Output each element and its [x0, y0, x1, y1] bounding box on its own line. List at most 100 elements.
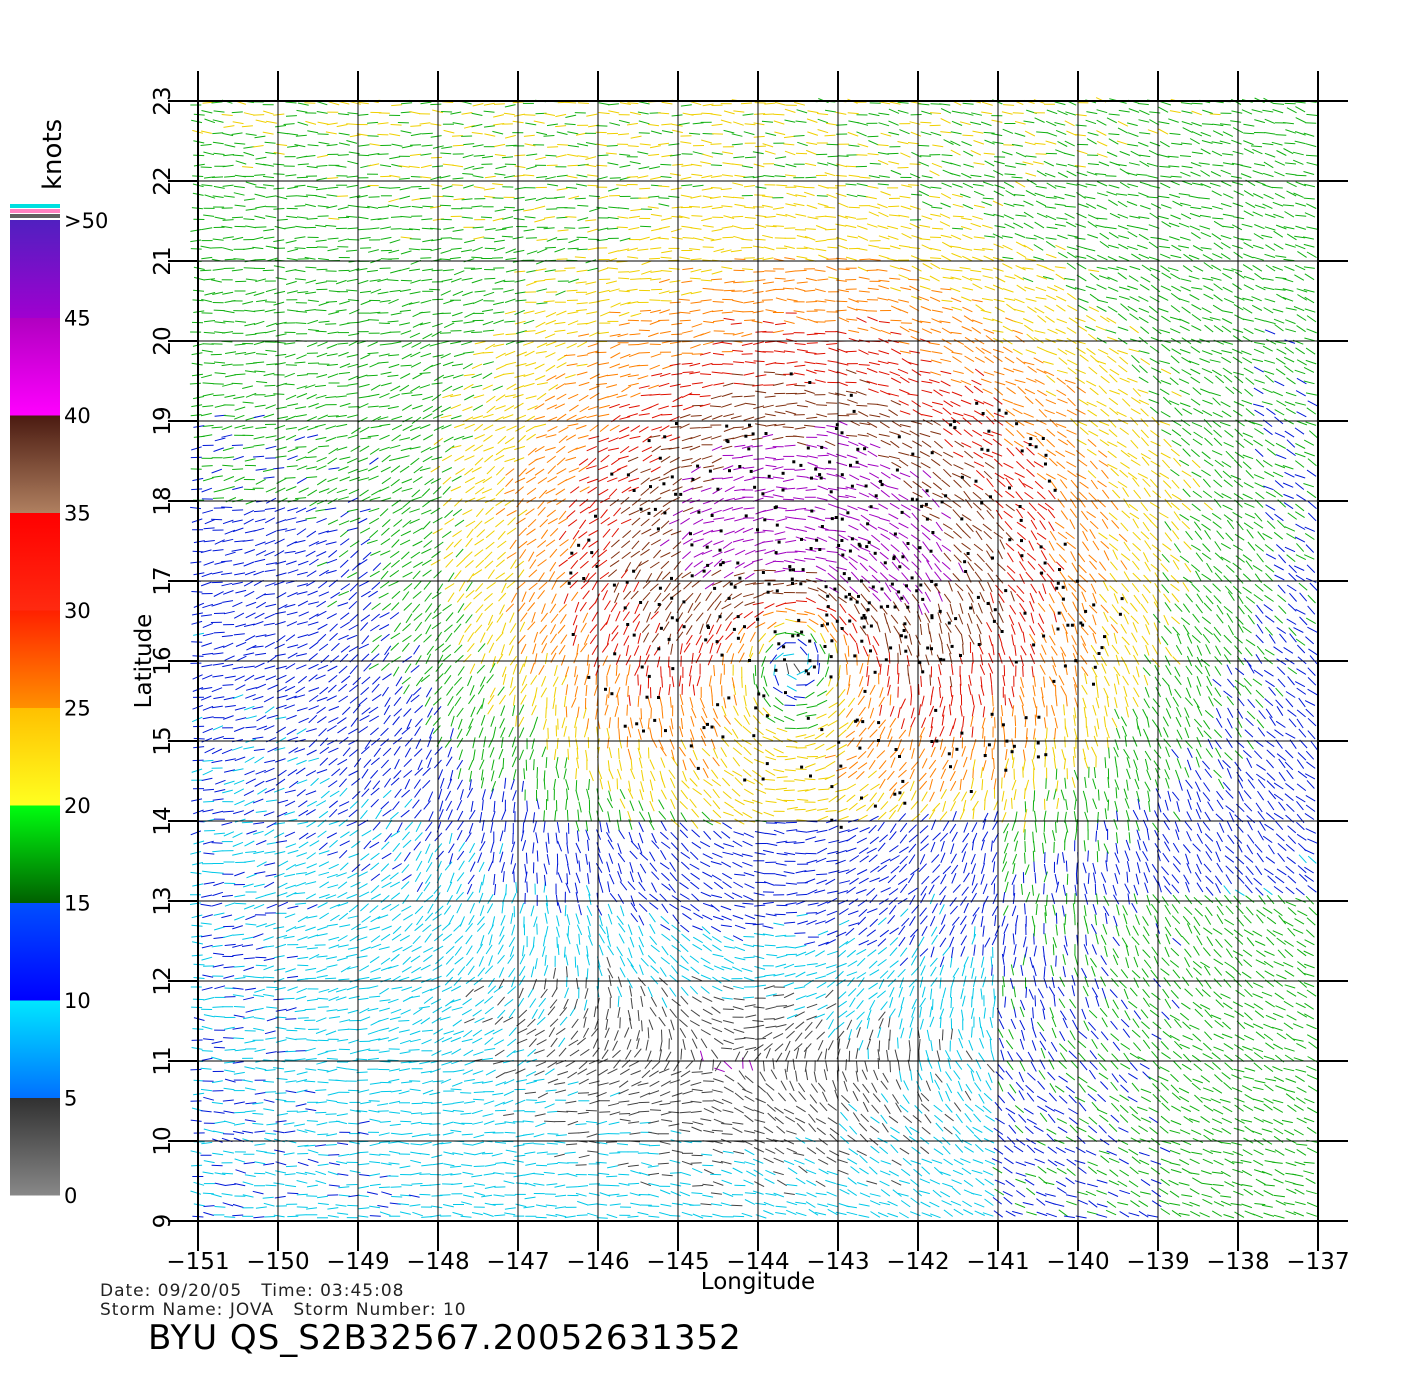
- wind-vector: [245, 1102, 257, 1105]
- wind-vector: [318, 988, 330, 993]
- wind-vector: [296, 1172, 308, 1175]
- wind-vector: [876, 990, 887, 999]
- wind-vector: [1152, 1060, 1161, 1070]
- wind-vector: [1131, 902, 1138, 913]
- wind-vector: [805, 763, 816, 769]
- wind-vector: [563, 998, 569, 1010]
- wind-vector: [508, 967, 516, 978]
- wind-vector: [989, 1016, 993, 1029]
- wind-vector: [578, 1131, 590, 1134]
- wind-vector: [889, 947, 898, 957]
- wind-vector: [1192, 843, 1201, 852]
- wind-vector: [732, 861, 743, 868]
- wind-vector: [400, 1194, 412, 1197]
- wind-vector: [774, 1106, 784, 1114]
- wind-vector: [1305, 750, 1315, 760]
- wind-vector: [273, 1067, 285, 1070]
- wind-vector: [899, 1104, 909, 1113]
- wind-vector: [234, 1111, 246, 1114]
- wind-vector: [568, 1132, 580, 1134]
- wind-vector: [785, 1115, 796, 1123]
- wind-vector: [463, 1194, 474, 1198]
- wind-vector: [1083, 840, 1086, 852]
- wind-vector: [963, 902, 969, 914]
- wind-vector: [1126, 768, 1131, 780]
- wind-vector: [866, 887, 876, 896]
- wind-vector: [837, 1159, 848, 1164]
- wind-vector: [1136, 790, 1140, 802]
- wind-vector: [563, 946, 566, 958]
- wind-vector: [1100, 1155, 1110, 1163]
- wind-vector: [1183, 874, 1190, 885]
- wind-vector: [1025, 779, 1030, 791]
- wind-vector: [576, 757, 580, 769]
- wind-vector: [563, 768, 567, 780]
- wind-vector: [868, 982, 878, 990]
- wind-vector: [1200, 1096, 1212, 1102]
- wind-vector: [1296, 813, 1305, 824]
- wind-vector: [507, 986, 517, 995]
- wind-vector: [504, 1207, 516, 1210]
- wind-vector: [889, 987, 895, 998]
- wind-vector: [370, 798, 379, 808]
- wind-vector: [360, 1101, 372, 1105]
- wind-vector: [984, 1178, 994, 1186]
- wind-vector: [1305, 1177, 1316, 1184]
- wind-vector: [793, 841, 805, 844]
- wind-vector: [785, 1050, 791, 1061]
- wind-vector: [1244, 884, 1253, 894]
- wind-vector: [424, 912, 434, 922]
- wind-vector: [253, 883, 265, 888]
- wind-vector: [1215, 938, 1223, 948]
- wind-vector: [1263, 1097, 1274, 1104]
- wind-vector: [619, 1068, 630, 1076]
- wind-vector: [754, 975, 766, 979]
- wind-vector: [928, 759, 937, 770]
- wind-vector: [804, 742, 816, 747]
- wind-vector: [1124, 798, 1130, 809]
- wind-vector: [1246, 739, 1254, 750]
- wind-vector: [456, 779, 463, 790]
- wind-vector: [680, 924, 690, 933]
- wind-vector: [921, 1166, 931, 1175]
- wind-vector: [939, 895, 946, 906]
- wind-vector: [233, 1006, 245, 1008]
- wind-vector: [638, 800, 644, 811]
- wind-vector: [845, 1205, 857, 1209]
- wind-vector: [1243, 929, 1254, 936]
- wind-vector: [328, 747, 339, 754]
- wind-vector: [608, 1121, 620, 1125]
- wind-vector: [798, 1082, 806, 1093]
- wind-vector: [1127, 1096, 1138, 1103]
- wind-vector: [1194, 1094, 1203, 1103]
- wind-vector: [1213, 991, 1223, 1000]
- wind-vector: [752, 809, 763, 815]
- wind-vector: [1202, 1042, 1212, 1051]
- wind-vector: [1108, 1123, 1118, 1132]
- wind-vector: [772, 1032, 784, 1039]
- wind-vector: [253, 850, 265, 855]
- wind-vector: [1133, 1010, 1142, 1020]
- wind-vector: [403, 913, 413, 921]
- wind-vector: [348, 770, 359, 776]
- wind-vector: [524, 1091, 536, 1094]
- wind-vector: [981, 831, 989, 842]
- wind-vector: [691, 1088, 703, 1092]
- wind-vector: [1285, 749, 1294, 759]
- wind-vector: [1060, 789, 1065, 801]
- wind-vector: [1295, 1068, 1307, 1073]
- wind-vector: [848, 761, 859, 770]
- wind-vector: [1091, 987, 1099, 998]
- wind-vector: [1211, 1052, 1221, 1060]
- wind-vector: [638, 936, 645, 948]
- wind-vector: [1284, 1047, 1295, 1052]
- wind-vector: [285, 1165, 298, 1168]
- wind-vector: [971, 883, 978, 894]
- wind-vector: [388, 1141, 400, 1144]
- wind-vector: [815, 1192, 827, 1196]
- wind-vector: [1074, 1160, 1086, 1164]
- wind-vector: [348, 904, 359, 913]
- wind-vector: [815, 1180, 826, 1188]
- wind-vector: [950, 996, 952, 1009]
- wind-vector: [606, 822, 610, 834]
